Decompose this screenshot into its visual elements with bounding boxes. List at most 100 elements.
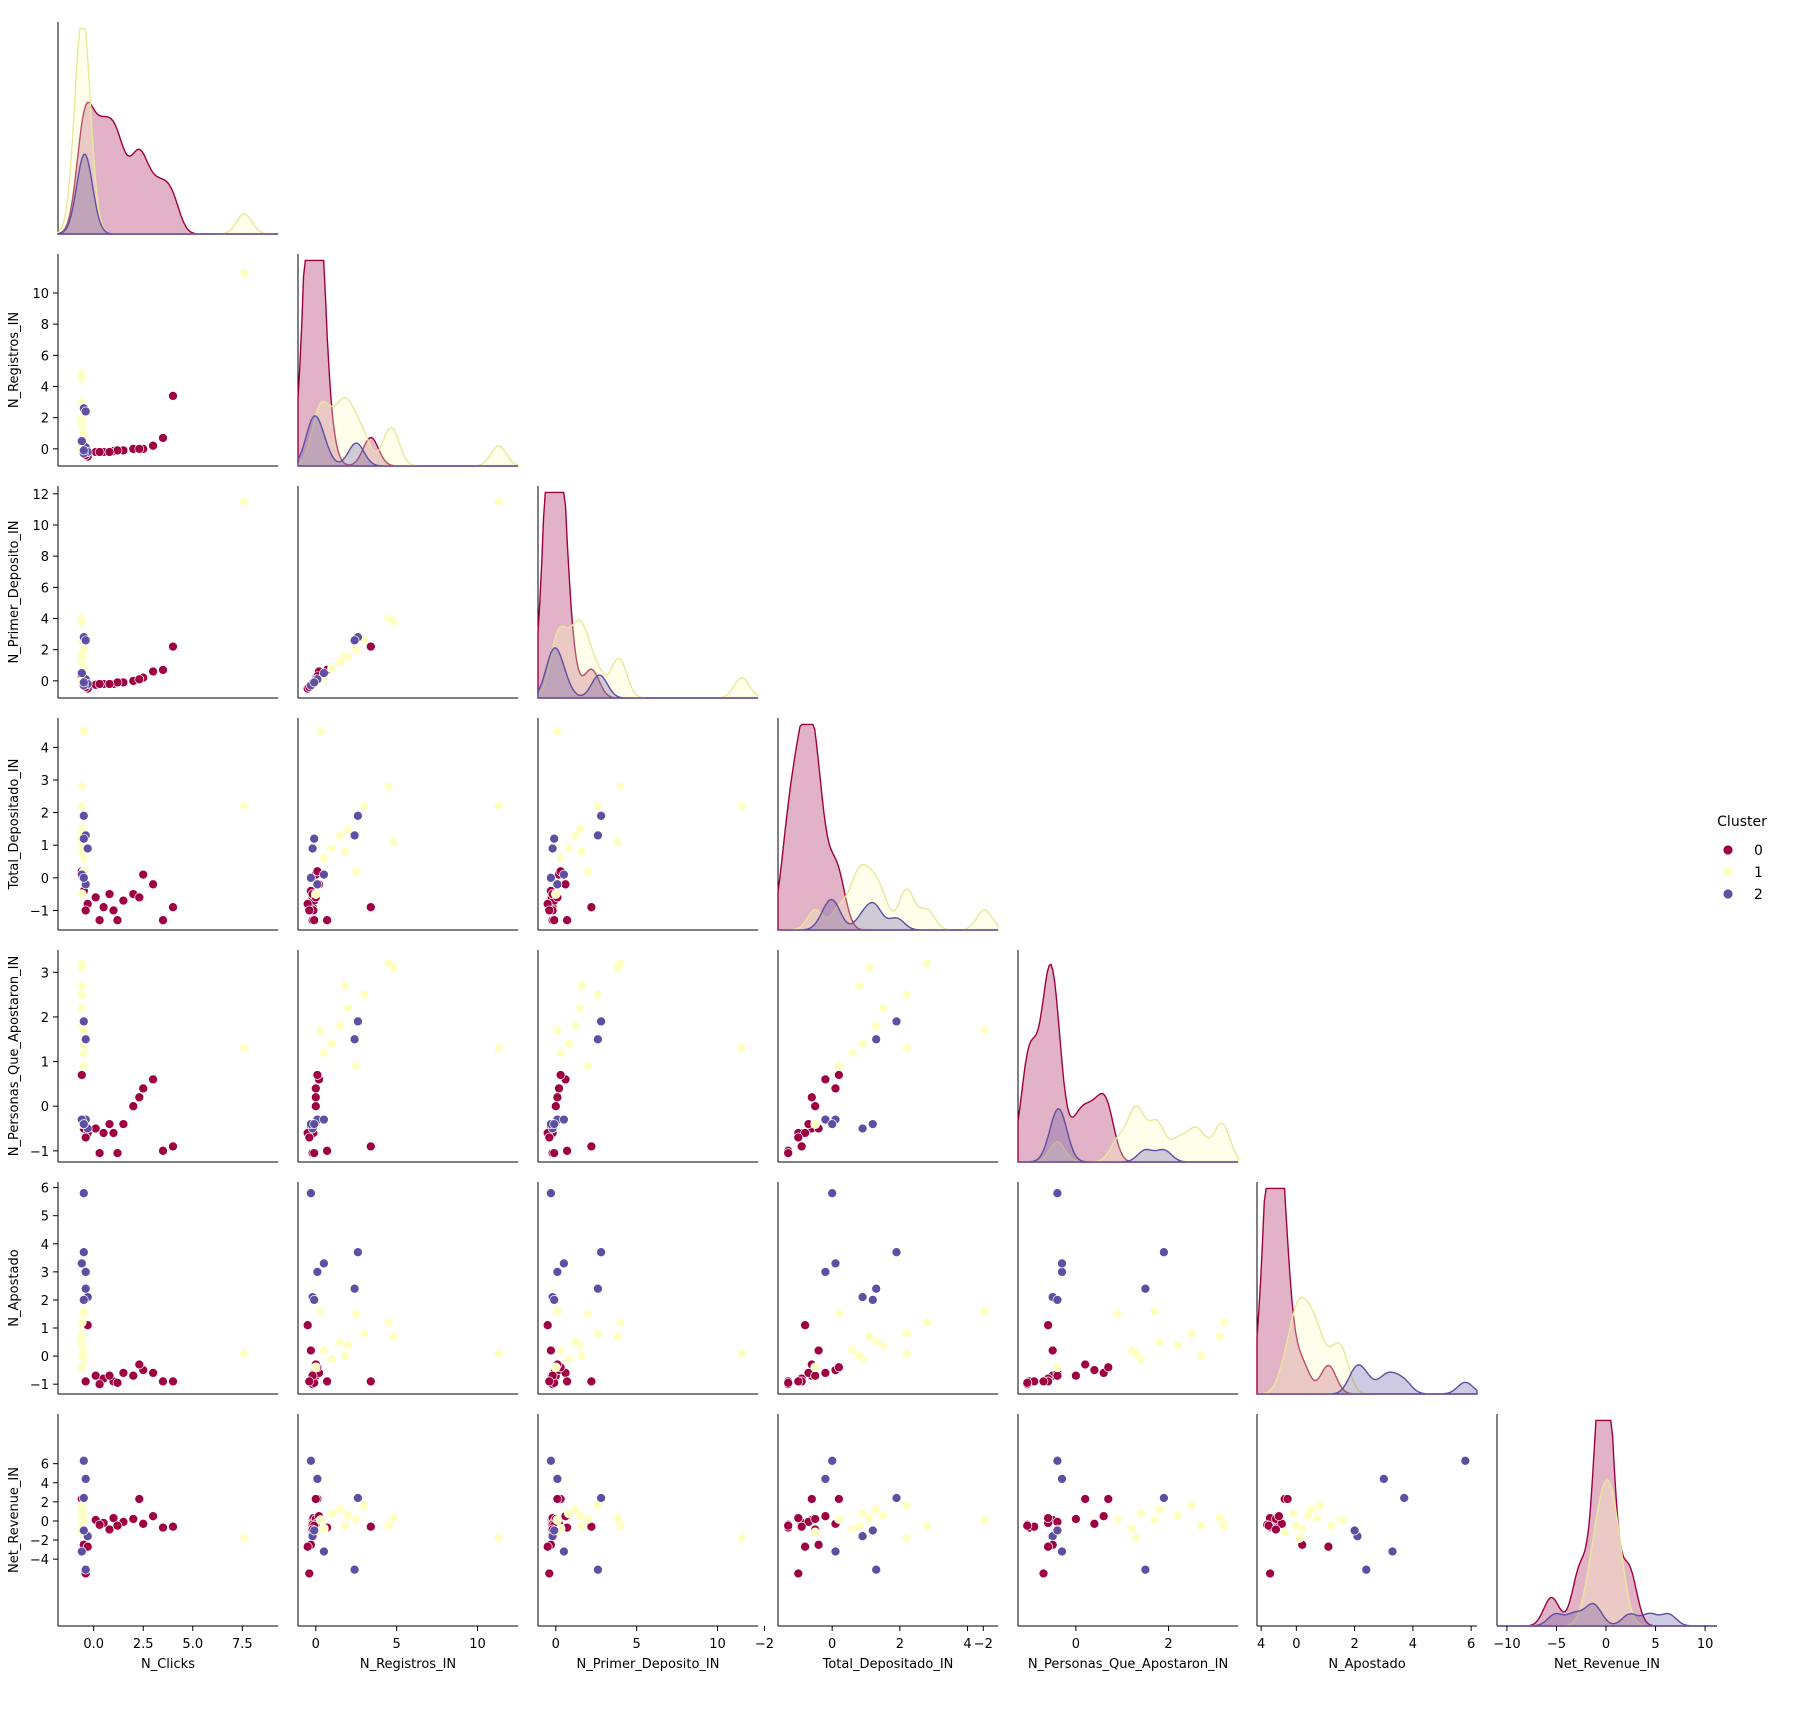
scatter-point-cluster-1 [576,846,587,857]
scatter-point-cluster-0 [806,1494,817,1504]
scatter-point-cluster-0 [134,674,145,685]
scatter-point-cluster-1 [736,1348,747,1359]
scatter-point-cluster-1 [76,963,87,973]
scatter-point-cluster-1 [550,1362,561,1373]
kde-curve-cluster-2 [1257,1364,1478,1395]
legend-label-1: 1 [1754,865,1763,881]
scatter-point-cluster-2 [549,1525,560,1536]
y-tick-label: 0 [41,443,49,458]
scatter-point-cluster-1 [1291,1520,1302,1531]
panel-N_Registros_IN-vs-N_Registros_IN [297,254,519,467]
scatter-point-cluster-0 [104,1119,115,1129]
scatter-point-cluster-0 [108,1128,119,1138]
scatter-point-cluster-2 [559,1546,569,1557]
scatter-point-cluster-0 [80,1376,91,1387]
scatter-point-cluster-1 [1311,1513,1322,1523]
y-tick-label: 1 [41,1056,49,1071]
scatter-point-cluster-1 [1112,1309,1123,1319]
scatter-point-cluster-1 [359,1500,370,1511]
scatter-point-cluster-1 [583,1514,593,1524]
kde-curve-cluster-1 [1018,1105,1239,1163]
scatter-point-cluster-2 [78,1119,89,1129]
scatter-point-cluster-0 [158,1522,168,1533]
panel-Net_Revenue_IN-vs-Total_Depositado_IN: −2 0 2 4 Total_Depositado_IN [755,1414,998,1672]
scatter-point-cluster-1 [315,1515,326,1525]
scatter-point-cluster-2 [306,1188,316,1199]
scatter-point-cluster-0 [365,1376,376,1387]
x-tick-label: 0 [828,1637,836,1652]
scatter-point-cluster-1 [340,846,350,857]
scatter-point-cluster-1 [979,1025,990,1036]
scatter-point-cluster-0 [304,1568,315,1579]
scatter-point-cluster-2 [349,830,360,841]
scatter-point-cluster-0 [586,902,597,913]
scatter-point-cluster-1 [78,726,89,736]
scatter-point-cluster-0 [104,1524,115,1535]
scatter-point-cluster-2 [1057,1267,1067,1277]
scatter-point-cluster-1 [901,1043,912,1054]
y-tick-label: 6 [41,581,49,596]
scatter-point-cluster-1 [383,781,394,792]
legend-label-2: 2 [1754,887,1763,903]
scatter-point-cluster-0 [158,433,168,443]
scatter-point-cluster-1 [359,989,370,1000]
y-axis-label: N_Registros_IN [7,312,22,408]
scatter-point-cluster-0 [793,1513,804,1523]
panel-N_Registros_IN-vs-N_Clicks: 0 2 4 6 8 10 N_Registros_IN [7,254,278,467]
scatter-point-cluster-0 [158,665,168,675]
x-tick-label: 7.5 [232,1637,253,1652]
panel-N_Personas_Que_Apostaron_IN-vs-N_Personas_Que_Apostaron_IN [1017,950,1239,1163]
scatter-point-cluster-2 [76,1258,87,1269]
scatter-point-cluster-1 [615,781,626,792]
scatter-point-cluster-0 [134,892,145,903]
scatter-point-cluster-0 [158,1145,168,1156]
panel-N_Primer_Deposito_IN-vs-N_Primer_Deposito_IN [537,486,759,699]
scatter-point-cluster-1 [351,644,362,655]
scatter-point-cluster-2 [827,1455,838,1466]
scatter-point-cluster-2 [830,1546,841,1557]
scatter-point-cluster-2 [353,1493,363,1503]
scatter-point-cluster-2 [1361,1564,1372,1575]
scatter-point-cluster-1 [1326,1520,1337,1531]
x-tick-label: 0.0 [83,1637,104,1652]
scatter-point-cluster-0 [783,1148,794,1158]
x-axis-label: N_Registros_IN [360,1657,456,1672]
scatter-point-cluster-0 [1323,1541,1334,1552]
scatter-point-cluster-2 [78,1016,89,1027]
scatter-point-cluster-1 [1306,1504,1316,1515]
scatter-point-cluster-1 [901,1533,912,1543]
x-tick-label: 6 [1467,1637,1475,1652]
scatter-point-cluster-1 [319,1047,329,1058]
y-tick-label: 2 [41,807,49,822]
scatter-point-cluster-1 [319,1523,329,1534]
scatter-point-cluster-0 [1080,1494,1091,1504]
kde-curve-cluster-2 [297,415,518,467]
scatter-point-cluster-1 [351,1061,362,1071]
scatter-point-cluster-1 [1154,1337,1165,1347]
scatter-point-cluster-1 [76,1317,87,1328]
scatter-point-cluster-1 [78,1025,89,1036]
scatter-point-cluster-0 [549,915,560,926]
scatter-point-cluster-1 [612,1331,623,1342]
scatter-point-cluster-2 [891,1493,902,1503]
x-tick-label: 10 [1697,1637,1714,1652]
scatter-point-cluster-1 [315,726,326,736]
scatter-point-cluster-1 [1126,1523,1137,1534]
scatter-point-cluster-1 [583,866,593,877]
x-tick-label: −2 [755,1637,774,1652]
scatter-point-cluster-0 [544,905,555,916]
scatter-point-cluster-0 [1022,1377,1033,1388]
scatter-point-cluster-2 [820,1114,831,1125]
y-tick-label: 1 [41,839,49,854]
scatter-point-cluster-1 [550,889,561,899]
x-tick-label: 5.0 [182,1637,203,1652]
scatter-point-cluster-0 [820,1074,831,1085]
y-tick-label: 8 [41,550,49,565]
scatter-point-cluster-0 [310,1092,321,1103]
scatter-point-cluster-0 [322,915,332,926]
y-tick-label: 3 [41,774,49,789]
scatter-point-cluster-2 [1052,1455,1063,1466]
scatter-point-cluster-0 [94,1519,105,1530]
x-tick-label: 2 [1164,1637,1172,1652]
scatter-point-cluster-0 [365,1141,376,1152]
